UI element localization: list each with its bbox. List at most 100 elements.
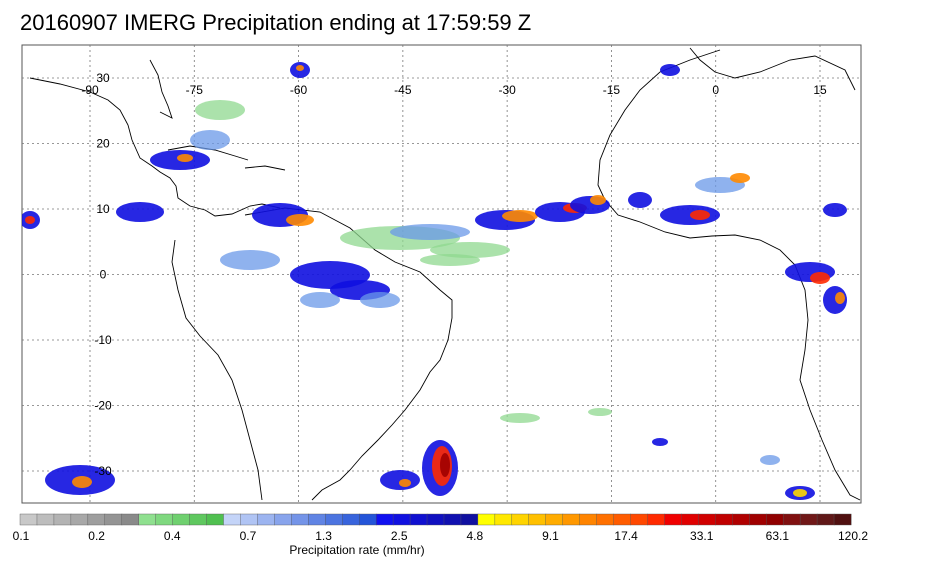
precip-cell	[286, 214, 314, 226]
colorbar-tick-label: 9.1	[542, 529, 559, 543]
colorbar-swatch	[732, 513, 750, 526]
colorbar-swatch	[782, 513, 801, 526]
colorbar-tick-label: 2.5	[391, 529, 408, 543]
colorbar-swatch	[766, 513, 784, 526]
colorbar-swatch	[308, 513, 326, 526]
colorbar-tick-label: 33.1	[690, 529, 714, 543]
coastline-south-america-west	[171, 239, 263, 501]
colorbar-swatch	[647, 513, 665, 526]
lon-tick-label: -45	[394, 83, 412, 97]
colorbar-swatch	[698, 513, 716, 526]
colorbar-swatch	[562, 513, 581, 526]
precip-cell	[760, 455, 780, 465]
precip-cell	[590, 195, 606, 205]
coastline-iberia	[689, 47, 856, 91]
precipitation-field	[22, 62, 847, 500]
colorbar-swatch	[104, 513, 123, 526]
colorbar-swatch	[511, 513, 530, 526]
precip-cell	[810, 272, 830, 284]
lon-tick-label: -30	[498, 83, 516, 97]
precip-cell	[628, 192, 652, 208]
precip-cell	[835, 292, 845, 304]
colorbar-swatch	[664, 513, 682, 526]
colorbar-swatch	[494, 513, 513, 526]
precip-cell	[502, 210, 538, 222]
precip-cell	[380, 470, 420, 490]
graticule	[22, 45, 861, 503]
colorbar-swatch	[630, 513, 648, 526]
precip-cell	[195, 100, 245, 120]
colorbar-swatch	[426, 513, 445, 526]
lon-tick-label: -90	[81, 83, 99, 97]
longitude-labels: -90 -75 -60 -45 -30 -15 0 15	[81, 83, 827, 97]
precip-cell	[440, 453, 450, 477]
colorbar-tick-label: 63.1	[766, 529, 790, 543]
colorbar-swatch	[545, 513, 564, 526]
colorbar-swatch	[477, 513, 496, 526]
lon-tick-label: -75	[186, 83, 204, 97]
colorbar-swatch	[240, 513, 258, 526]
colorbar-swatch	[121, 513, 140, 526]
precip-cell	[296, 65, 304, 71]
colorbar-tick-label: 1.3	[315, 529, 332, 543]
precip-cell	[823, 203, 847, 217]
colorbar-swatch	[579, 513, 598, 526]
colorbar-swatch	[799, 513, 818, 526]
colorbar-swatch	[70, 513, 89, 526]
colorbar-swatch	[460, 513, 479, 526]
colorbar-tick-label: 0.1	[13, 529, 30, 543]
coastline-africa	[597, 49, 861, 501]
lat-tick-label: 10	[96, 202, 110, 216]
precip-cell	[72, 476, 92, 488]
precip-cell	[500, 413, 540, 423]
precip-cell	[652, 438, 668, 446]
precip-cell	[300, 292, 340, 308]
colorbar-tick-label: 17.4	[614, 529, 638, 543]
precip-cell	[220, 250, 280, 270]
colorbar-swatch	[189, 513, 208, 526]
map-title: 20160907 IMERG Precipitation ending at 1…	[20, 10, 532, 35]
lon-tick-label: -60	[290, 83, 308, 97]
precip-cell	[660, 64, 680, 76]
precip-cell	[690, 210, 710, 220]
precip-cell	[730, 173, 750, 183]
colorbar-swatch	[681, 513, 699, 526]
latitude-labels: 30 20 10 0 -10 -20 -30	[94, 71, 112, 478]
colorbar-tick-label: 0.7	[240, 529, 257, 543]
precip-cell	[25, 216, 35, 224]
precip-cell	[793, 489, 807, 497]
colorbar-swatch	[87, 513, 106, 526]
precip-cell	[360, 292, 400, 308]
colorbar-swatch	[291, 513, 309, 526]
lat-tick-label: -30	[94, 464, 112, 478]
colorbar-swatch	[749, 513, 767, 526]
colorbar-swatch	[223, 513, 241, 526]
coastline-cuba	[167, 145, 249, 161]
precip-cell	[116, 202, 164, 222]
colorbar	[19, 513, 852, 526]
colorbar-swatch	[833, 513, 852, 526]
coastline-north-america	[29, 77, 281, 217]
precip-cell	[399, 479, 411, 487]
lat-tick-label: -10	[94, 333, 112, 347]
lat-tick-label: 30	[96, 71, 110, 85]
colorbar-title: Precipitation rate (mm/hr)	[289, 543, 424, 557]
colorbar-swatch	[325, 513, 343, 526]
colorbar-swatch	[342, 513, 360, 526]
colorbar-swatch	[443, 513, 462, 526]
colorbar-swatch	[596, 513, 615, 526]
lon-tick-label: 0	[712, 83, 719, 97]
colorbar-swatch	[358, 513, 377, 526]
colorbar-swatch	[715, 513, 733, 526]
colorbar-swatch	[274, 513, 292, 526]
colorbar-swatch	[36, 513, 55, 526]
precip-cell	[177, 154, 193, 162]
colorbar-tick-label: 120.2	[838, 529, 868, 543]
colorbar-swatch	[206, 513, 225, 526]
colorbar-swatch	[138, 513, 157, 526]
colorbar-swatch	[613, 513, 632, 526]
colorbar-tick-label: 0.4	[164, 529, 181, 543]
lat-tick-label: -20	[94, 399, 112, 413]
lat-tick-label: 0	[100, 268, 107, 282]
